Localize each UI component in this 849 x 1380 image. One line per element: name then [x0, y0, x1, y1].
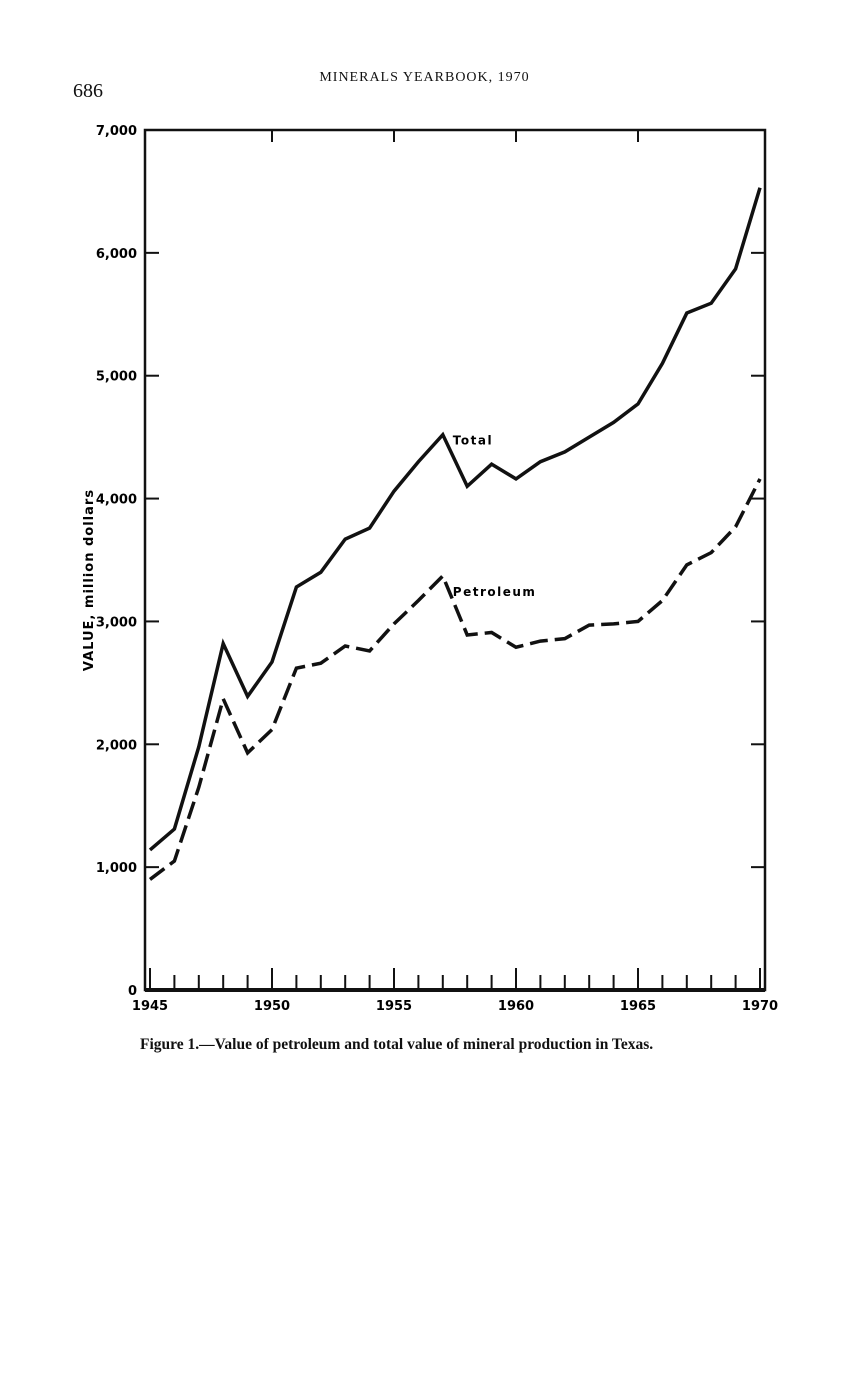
page-number: 686: [73, 80, 103, 102]
y-tick-label: 5,000: [96, 370, 137, 385]
y-tick-label: 3,000: [96, 615, 137, 630]
y-tick-label: 0: [128, 984, 137, 999]
series-label-petroleum: Petroleum: [453, 585, 537, 599]
x-tick-label: 1945: [132, 999, 168, 1014]
y-tick-label: 7,000: [96, 124, 137, 139]
running-head: MINERALS YEARBOOK, 1970: [319, 70, 530, 85]
y-tick-label: 2,000: [96, 738, 137, 753]
figure-caption: Figure 1.—Value of petroleum and total v…: [140, 1036, 654, 1053]
y-tick-label: 6,000: [96, 247, 137, 262]
y-tick-label: 4,000: [96, 493, 137, 508]
x-tick-label: 1970: [742, 999, 778, 1014]
series-line-total: [148, 187, 762, 852]
x-tick-label: 1950: [254, 999, 290, 1014]
x-tick-label: 1960: [498, 999, 534, 1014]
plot-frame: [143, 128, 767, 992]
y-axis-label: VALUE, million dollars: [82, 489, 97, 671]
x-tick-label: 1965: [620, 999, 656, 1014]
series-label-total: Total: [453, 434, 493, 448]
series-line-petroleum: [148, 478, 762, 881]
x-tick-label: 1955: [376, 999, 412, 1014]
y-tick-label: 1,000: [96, 861, 137, 876]
